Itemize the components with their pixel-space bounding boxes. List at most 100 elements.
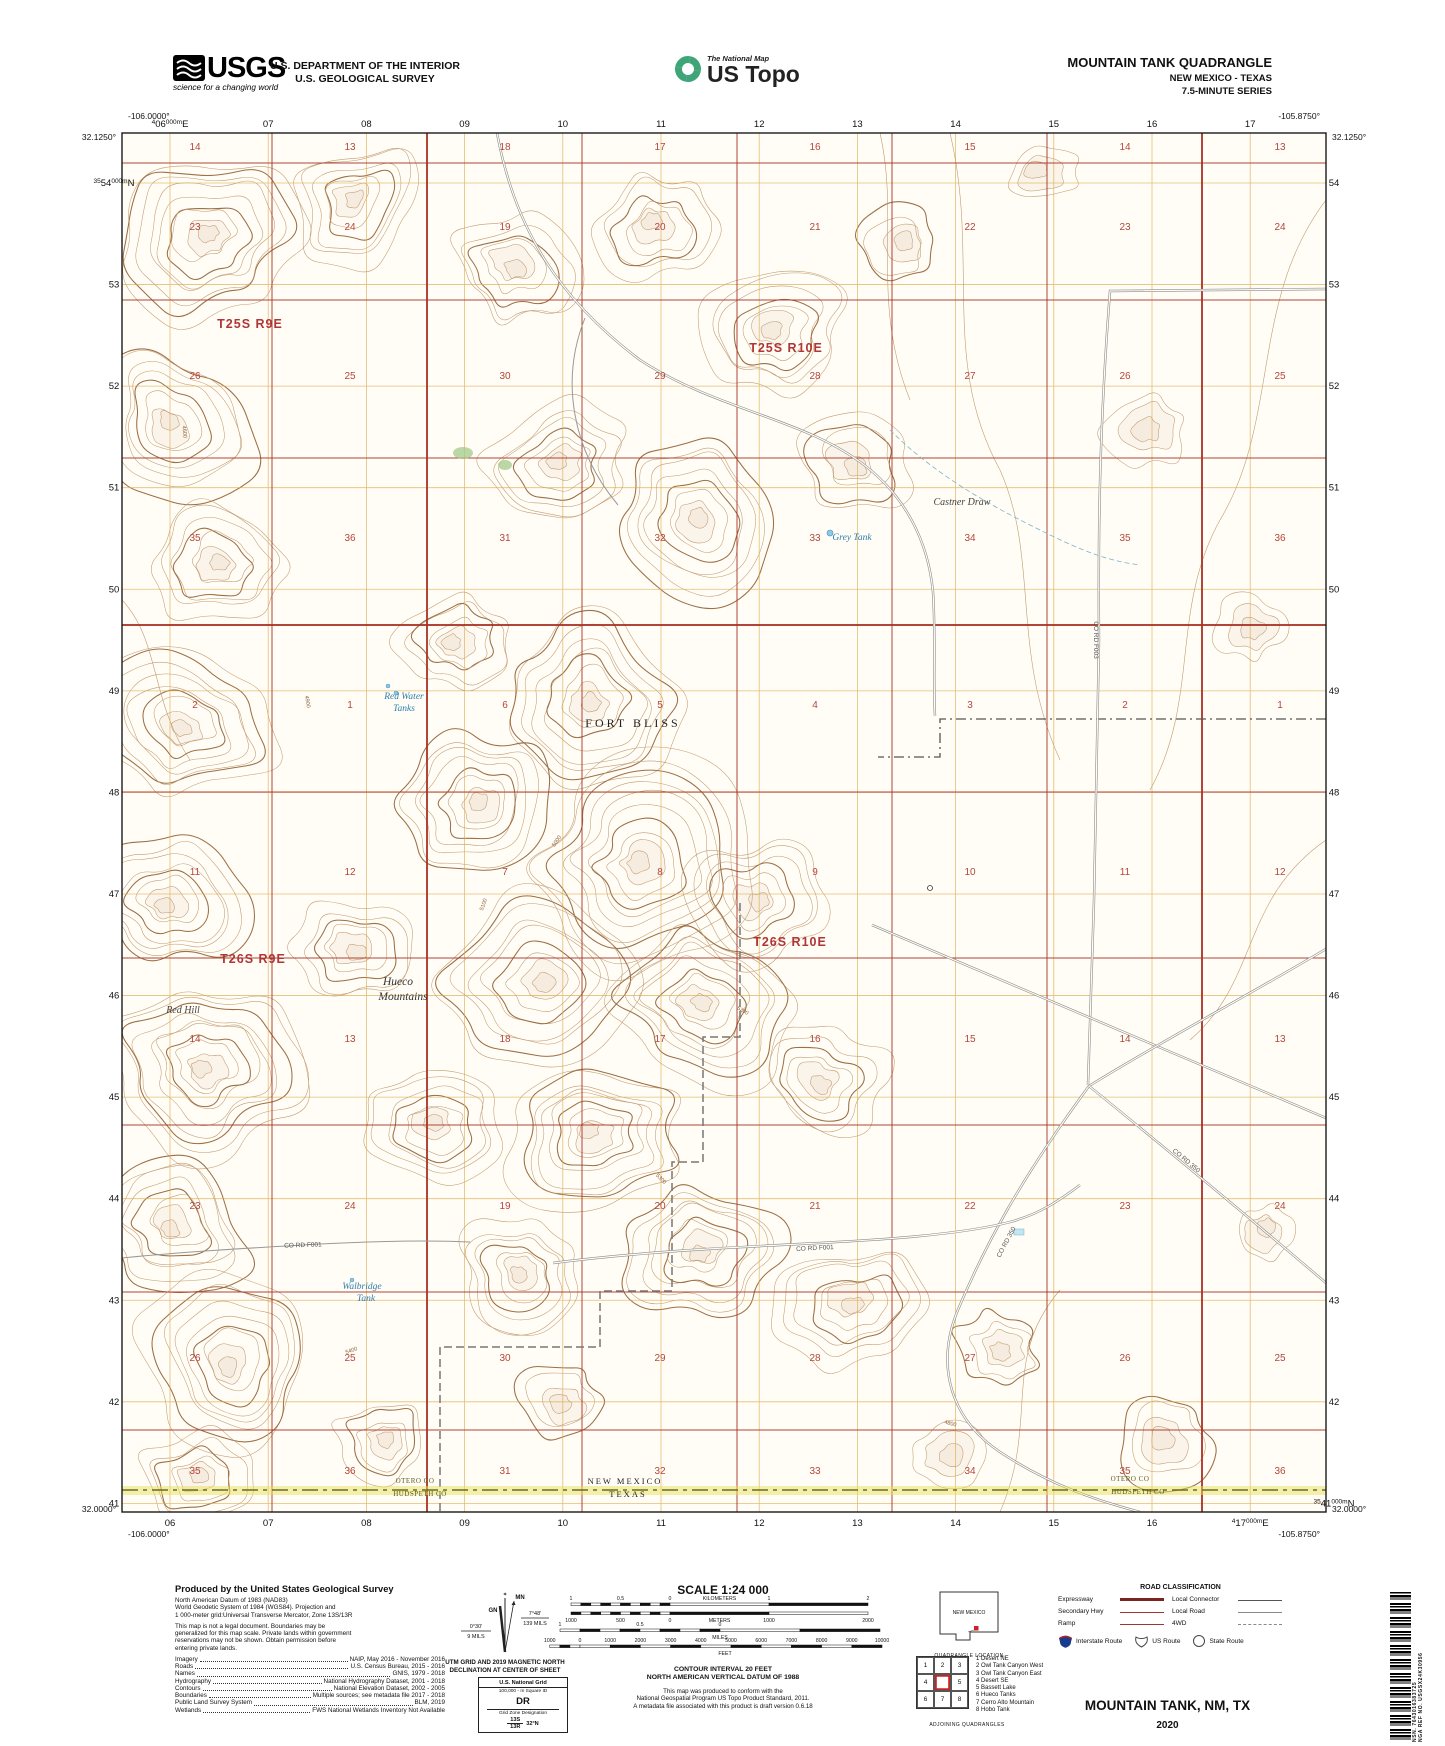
section-number: 4 [812,700,818,711]
declination-caption: UTM GRID AND 2019 MAGNETIC NORTH DECLINA… [420,1659,590,1674]
section-number: 18 [499,142,511,153]
contour-line [404,601,508,686]
contour-line [498,416,607,507]
vegetation-patch [453,447,473,459]
contour-line [301,148,411,254]
dept-line2: U.S. GEOLOGICAL SURVEY [295,73,435,85]
contour-line [122,349,242,488]
utm-easting-tick: 10 [558,1518,569,1529]
contour-line [370,1076,492,1174]
quadloc-state-label: NEW MEXICO [953,1610,986,1616]
contour-line [476,394,627,519]
contour-line [480,924,601,1024]
adjoining-cell: 2 [934,1657,951,1674]
utm-northing-tick: 45 [109,1092,120,1103]
contour-line [639,955,751,1049]
utm-northing-tick: 53 [1329,280,1340,291]
scale-label-ft: 1000 [604,1638,616,1644]
contour-line [171,719,193,737]
utm-easting-tick: 06 [165,1518,176,1529]
dot-leader [213,1682,322,1684]
dot-leader [196,1675,391,1677]
contour-line [195,546,237,581]
section-number: 33 [809,1466,821,1477]
national-map-label: The National Map [707,53,770,63]
quadrangle-states: NEW MEXICO - TEXAS [1169,73,1272,84]
contour-line [171,1455,230,1502]
contour-line [603,176,712,267]
utm-northing-tick: 42 [1329,1397,1340,1408]
contour-line [345,943,367,961]
contour-line [122,1002,293,1145]
contour-line [693,845,818,958]
roadclass-swatch [1120,1596,1172,1603]
contour-line [796,1061,840,1101]
contour-line [188,1467,209,1484]
sheet-title-block: MOUNTAIN TANK QUADRANGLE NEW MEXICO - TE… [1000,55,1272,97]
scale-bar-segment [579,1644,611,1648]
contour-line [122,853,229,949]
scale-bar-segment [730,1644,762,1648]
contour-line [131,1012,277,1139]
dot-leader [208,1697,311,1699]
legal-notes: This map is not a legal document. Bounda… [175,1623,445,1652]
section-number: 16 [809,142,821,153]
utm-northing-tick: 46 [109,991,120,1002]
utm-easting-tick: 16 [1147,1518,1158,1529]
ustopo-logo: The National Map US Topo [672,53,800,85]
contour-line [542,1387,588,1426]
adjoining-quad-name: 1 Desert NE [976,1656,1009,1662]
section-number: 24 [344,222,356,233]
contour-line [496,1252,548,1304]
source-value: NAIP, May 2016 - November 2016 [349,1656,445,1664]
contour-line [431,883,644,1068]
contour-line [150,180,275,291]
township-label: T25S R9E [217,317,283,331]
scale-bar-segment [851,1644,883,1648]
dot-leader [202,1690,332,1692]
scale-bar-segment [619,1628,641,1632]
contour-line [122,996,310,1153]
utm-easting-tick: 08 [361,119,372,130]
tspan: 4 [1232,1518,1236,1525]
contour-line [399,742,539,869]
source-name: Contours [175,1684,201,1692]
contour-elevation-label: 5200 [736,1005,750,1016]
contour-line [135,874,199,923]
utm-easting-tick: 13 [852,1518,863,1529]
tspan: E [1262,1518,1268,1529]
road-label: CO RD F001 [284,1241,322,1249]
source-value: Multiple sources; see metadata file 2017… [312,1692,445,1700]
corner-coordinate: 32.1250° [82,132,116,142]
contour-line [545,451,568,470]
mn-angle: 7°48' [529,1611,541,1617]
scale-bar-segment [610,1602,621,1606]
source-row: Roads U.S. Census Bureau, 2015 - 2016 [175,1663,445,1670]
new-mexico-outline: NEW MEXICO [939,1591,999,1641]
contour-line [172,527,254,598]
quadloc-marker [974,1626,979,1631]
source-value: National Elevation Dataset, 2002 - 2005 [333,1684,445,1692]
section-number: 2 [192,700,198,711]
map-background [122,133,1326,1512]
contour-line [465,1233,571,1336]
source-row: Hydrography National Hydrography Dataset,… [175,1678,445,1685]
contour-line [151,408,190,449]
contour-line [545,769,724,949]
section-number: 11 [190,867,201,878]
utm-northing-tick: 47 [109,889,120,900]
contour-line [151,1020,272,1126]
contour-line [657,479,741,563]
roadclass-label: Local Road [1172,1608,1205,1615]
datum-line: North American Datum of 1983 (NAD83) [175,1597,288,1604]
scale-bar-segment [590,1602,601,1606]
fort-bliss-label: FORT BLISS [585,716,680,730]
section-number: 31 [499,1466,511,1477]
contour-line [345,189,364,209]
scale-bar-segment [719,1628,801,1632]
scale-bar-segment [640,1611,651,1615]
contour-line [122,169,298,318]
contour-line [123,673,249,775]
